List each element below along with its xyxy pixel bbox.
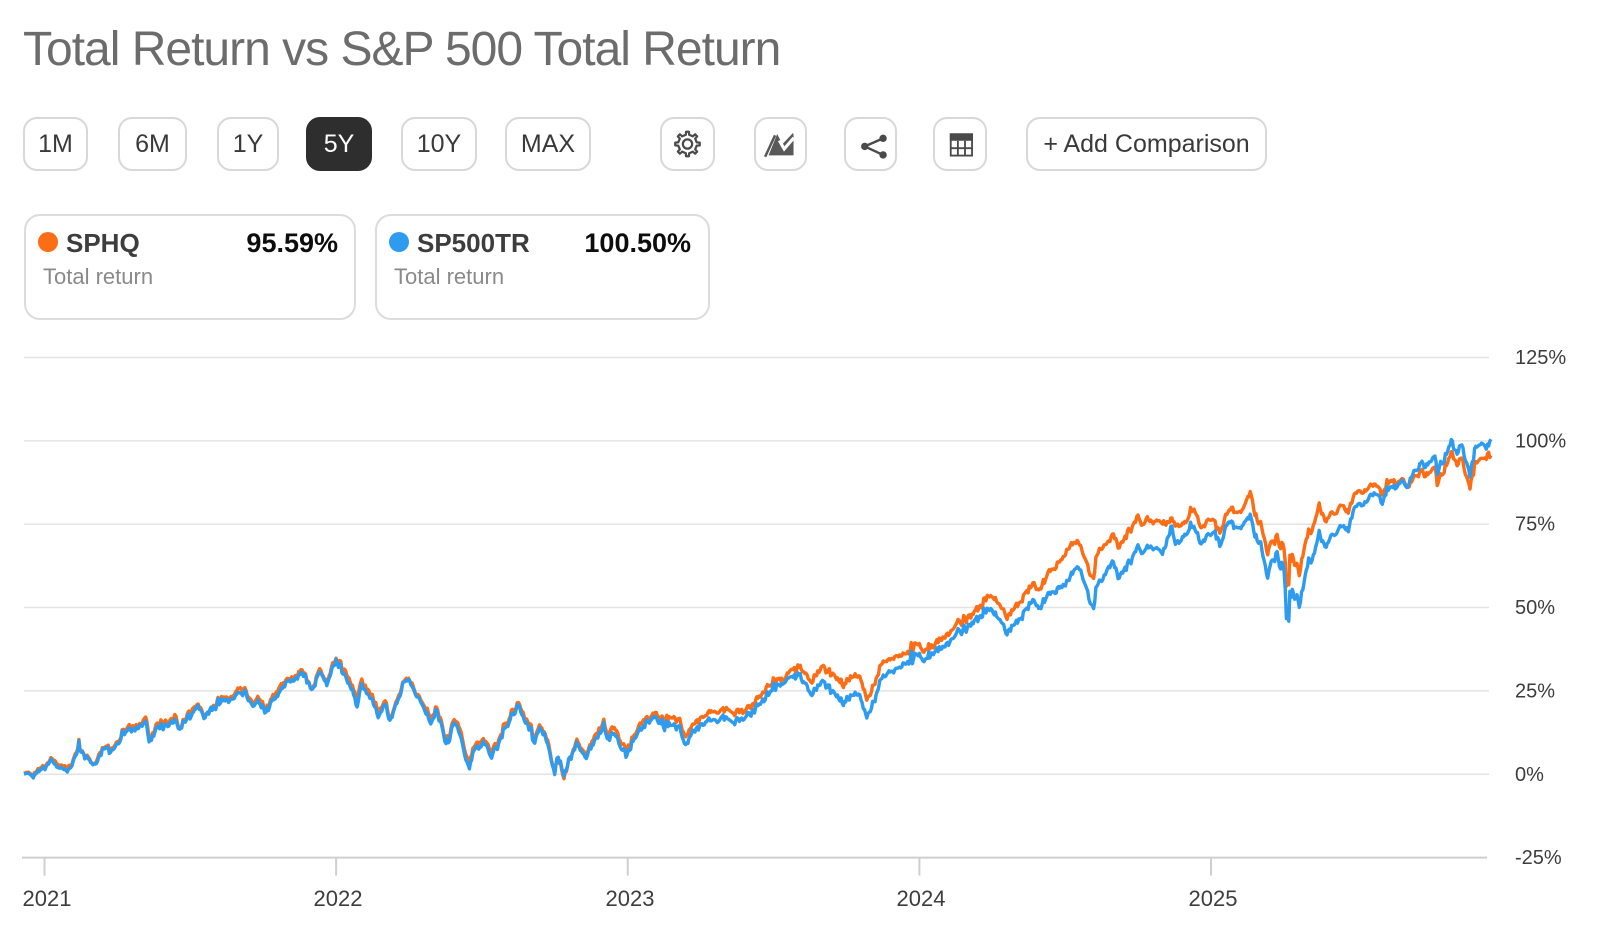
svg-text:100%: 100%	[1515, 430, 1566, 452]
svg-text:75%: 75%	[1515, 514, 1555, 536]
svg-text:2021: 2021	[23, 886, 72, 911]
svg-text:125%: 125%	[1515, 347, 1566, 369]
svg-text:2025: 2025	[1189, 886, 1238, 911]
svg-text:-25%: -25%	[1515, 847, 1562, 869]
svg-text:0%: 0%	[1515, 764, 1544, 786]
svg-text:50%: 50%	[1515, 597, 1555, 619]
svg-text:25%: 25%	[1515, 680, 1555, 702]
svg-text:2024: 2024	[897, 886, 946, 911]
svg-text:2022: 2022	[314, 886, 363, 911]
svg-text:2023: 2023	[606, 886, 655, 911]
